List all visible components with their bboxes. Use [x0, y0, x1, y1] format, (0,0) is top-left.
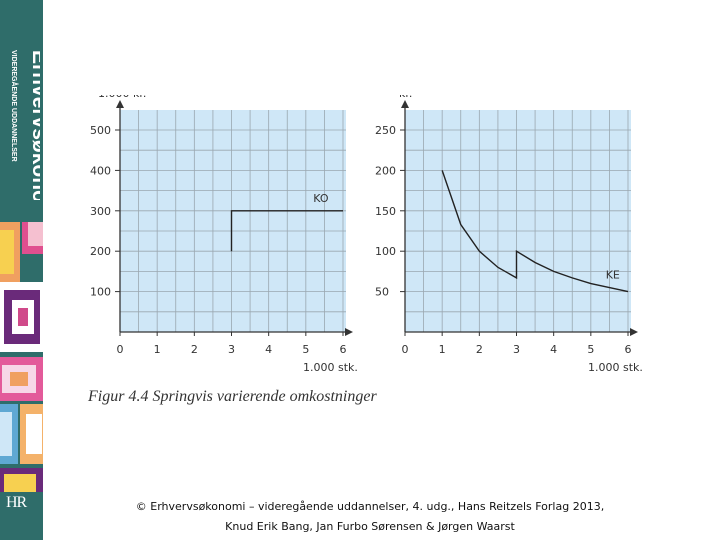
y-axis-label: 1.000 kr. [98, 95, 146, 100]
figure-caption: Figur 4.4 Springvis varierende omkostnin… [88, 388, 377, 405]
x-axis-label: 1.000 stk. [303, 361, 358, 374]
x-tick-label: 5 [302, 343, 309, 356]
chart-fixed-costs: 100 200 300 400 500 0 1 2 3 4 5 6 1.000 kr. 1.000 stk… [90, 95, 358, 374]
x-tick-label: 5 [587, 343, 594, 356]
x-tick-label: 1 [154, 343, 161, 356]
x-tick-label: 2 [476, 343, 483, 356]
footer-line-1: © Erhvervsøkonomi – videregående uddanne… [135, 500, 605, 513]
y-axis-arrow [116, 100, 124, 108]
plot-background [405, 110, 631, 332]
x-tick-label: 3 [513, 343, 520, 356]
y-tick-label: 100 [375, 245, 396, 258]
y-tick-label: 200 [375, 164, 396, 177]
publisher-logo: HR [6, 494, 27, 511]
series-label-ko: KO [313, 192, 329, 205]
x-tick-label: 4 [550, 343, 557, 356]
x-tick-label: 1 [439, 343, 446, 356]
x-axis-arrow [345, 328, 353, 336]
y-axis-label: kr. [399, 95, 412, 100]
x-tick-label: 3 [228, 343, 235, 356]
decorative-pattern [0, 222, 43, 492]
brand-subtitle: VIDEREGÅENDE UDDANNELSER [10, 50, 19, 162]
y-tick-label: 500 [90, 124, 111, 137]
x-axis-arrow [630, 328, 638, 336]
x-tick-label: 0 [402, 343, 409, 356]
y-tick-label: 200 [90, 245, 111, 258]
brand-title-svg: Erhvervsøkonomi VIDEREGÅENDE UDDANNELSER [10, 50, 43, 227]
y-tick-label: 50 [375, 286, 389, 299]
x-axis-label: 1.000 stk. [588, 361, 643, 374]
sidebar: Erhvervsøkonomi VIDEREGÅENDE UDDANNELSER… [0, 0, 43, 540]
x-tick-label: 6 [340, 343, 347, 356]
x-tick-label: 0 [117, 343, 124, 356]
y-tick-label: 400 [90, 164, 111, 177]
brand-name: Erhvervsøkonomi [28, 50, 40, 200]
copyright-footer: © Erhvervsøkonomi – videregående uddanne… [60, 497, 680, 537]
x-tick-label: 6 [625, 343, 632, 356]
y-tick-label: 100 [90, 286, 111, 299]
footer-line-2: Knud Erik Bang, Jan Furbo Sørensen & Jør… [225, 520, 515, 533]
chart-unit-costs: 50 100 150 200 250 0 1 2 3 4 5 6 kr. 1.000 stk. KE [375, 95, 643, 374]
series-label-ke: KE [606, 269, 620, 282]
x-tick-label: 2 [191, 343, 198, 356]
y-tick-label: 300 [90, 205, 111, 218]
series-line-ke [441, 170, 629, 293]
brand-title: Erhvervsøkonomi VIDEREGÅENDE UDDANNELSER [6, 50, 43, 227]
plot-background [120, 110, 346, 332]
y-axis-arrow [401, 100, 409, 108]
x-tick-label: 4 [265, 343, 272, 356]
series-line-ko [230, 210, 343, 252]
y-tick-label: 150 [375, 205, 396, 218]
y-tick-label: 250 [375, 124, 396, 137]
